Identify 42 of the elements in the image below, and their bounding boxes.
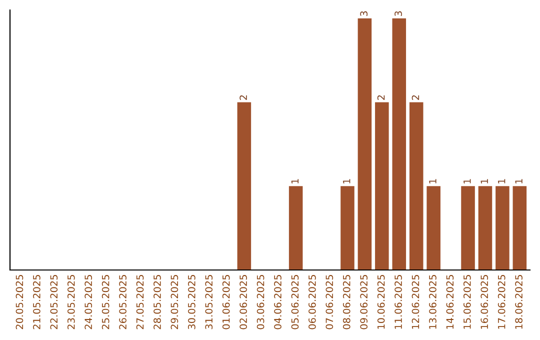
data-label: 1 <box>515 179 522 184</box>
x-tick-label: 17.06.2025 <box>498 275 506 329</box>
data-label: 1 <box>480 179 488 184</box>
x-tick-label: 31.05.2025 <box>205 275 213 330</box>
x-tick-label: 02.06.2025 <box>240 275 247 330</box>
x-tick-label: 05.06.2025 <box>291 275 299 330</box>
data-label: 1 <box>498 179 506 184</box>
x-tick-label: 30.05.2025 <box>188 275 196 330</box>
x-tick-label: 11.06.2025 <box>394 275 402 329</box>
x-tick-label: 10.06.2025 <box>377 275 385 329</box>
x-tick-label: 04.06.2025 <box>274 275 282 330</box>
x-tick-label: 03.06.2025 <box>256 275 264 330</box>
data-label: 2 <box>377 95 385 100</box>
x-tick-label: 29.05.2025 <box>170 275 178 330</box>
x-tick-label: 09.06.2025 <box>360 275 368 330</box>
x-tick-label: 26.05.2025 <box>119 275 126 330</box>
x-tick-label: 18.06.2025 <box>515 275 522 329</box>
data-label: 1 <box>343 179 350 184</box>
data-label: 1 <box>429 179 436 184</box>
x-tick-label: 27.05.2025 <box>136 275 144 330</box>
data-label: 1 <box>291 179 299 184</box>
data-label: 2 <box>412 95 420 100</box>
x-tick-label: 12.06.2025 <box>412 275 420 329</box>
x-tick-label: 22.05.2025 <box>50 275 58 330</box>
x-tick-label: 25.05.2025 <box>102 275 110 330</box>
x-tick-label: 07.06.2025 <box>326 275 334 330</box>
x-tick-label: 06.06.2025 <box>308 275 316 330</box>
data-label: 3 <box>360 11 368 16</box>
x-tick-label: 14.06.2025 <box>446 275 454 329</box>
x-tick-label: 21.05.2025 <box>33 275 40 330</box>
x-tick-label: 24.05.2025 <box>84 275 92 330</box>
x-tick-label: 13.06.2025 <box>429 275 436 329</box>
data-label: 3 <box>394 11 402 16</box>
x-tick-label: 28.05.2025 <box>154 275 161 330</box>
data-label: 2 <box>240 95 247 100</box>
x-tick-label: 16.06.2025 <box>480 275 488 329</box>
x-tick-label: 01.06.2025 <box>222 275 230 330</box>
data-label: 1 <box>464 179 471 184</box>
x-tick-label: 15.06.2025 <box>463 275 471 329</box>
x-tick-label: 23.05.2025 <box>67 275 75 330</box>
x-tick-label: 20.05.2025 <box>16 275 24 330</box>
x-tick-label: 08.06.2025 <box>342 275 350 330</box>
